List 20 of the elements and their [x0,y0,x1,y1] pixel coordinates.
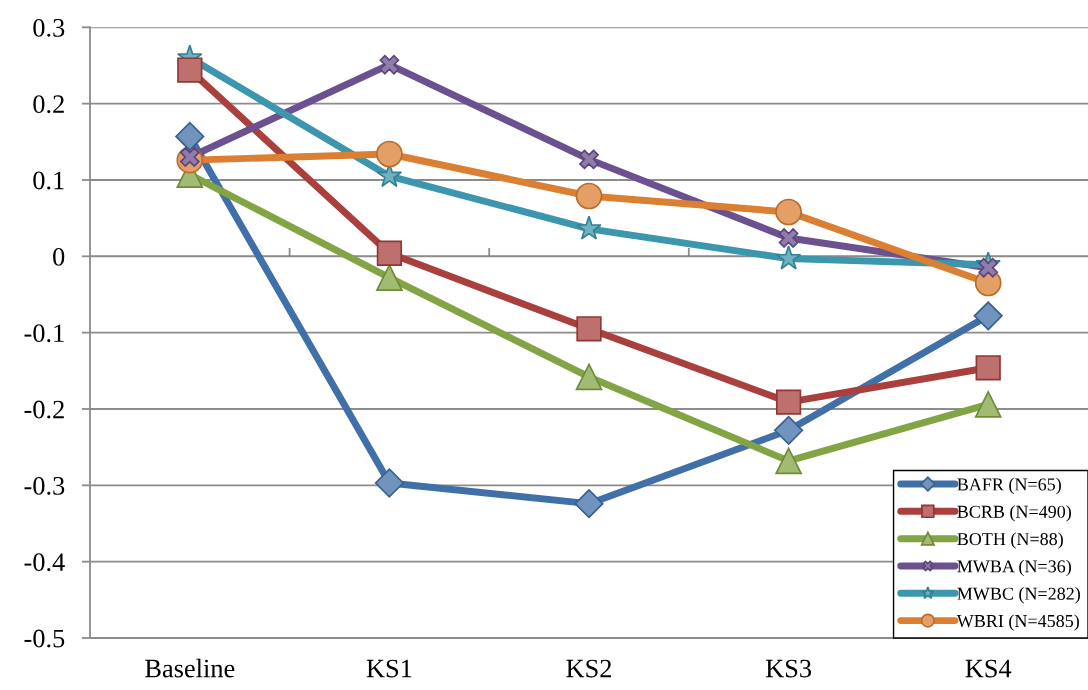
y-tick-label: 0 [53,247,65,266]
y-tick-label: -0.2 [24,400,64,419]
x-tick-label: KS2 [566,659,612,678]
y-tick-label: 0.2 [33,95,64,114]
y-tick-label: -0.3 [24,476,65,495]
legend-label: BCRB (N=490) [957,505,1071,522]
legend-label: WBRI (N=4585) [956,614,1079,631]
y-tick-label: 0.1 [33,171,64,190]
x-tick-label: KS1 [366,659,412,678]
legend-label: MWBA (N=36) [957,559,1071,577]
legend-label: BAFR (N=65) [957,477,1061,495]
x-tick-label: Baseline [145,658,235,678]
x-tick-label: KS3 [765,659,812,678]
y-tick-label: 0.3 [33,18,65,37]
y-tick-label: -0.5 [24,629,65,648]
y-tick-label: -0.1 [24,324,64,343]
legend-label: MWBC (N=282) [957,587,1080,604]
x-tick-label: KS4 [965,659,1012,678]
y-tick-label: -0.4 [24,553,65,572]
legend-label: BOTH (N=88) [957,532,1063,549]
